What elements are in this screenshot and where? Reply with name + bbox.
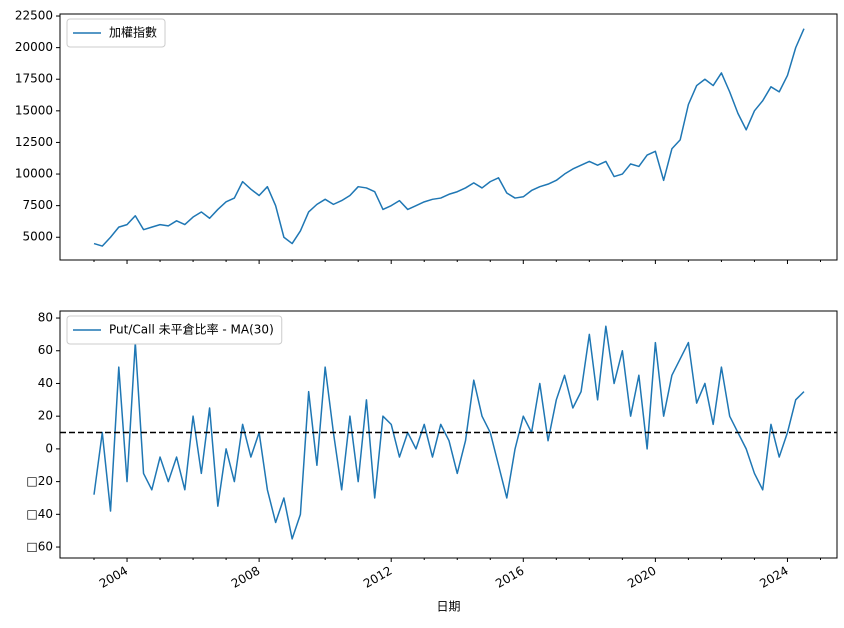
y-tick-label: 12500 — [15, 135, 53, 149]
legend-label: Put/Call 未平倉比率 - MA(30) — [109, 322, 274, 337]
x-axis-label: 日期 — [436, 600, 460, 614]
y-tick-label: 22500 — [15, 9, 53, 23]
legend-label: 加權指數 — [109, 25, 157, 40]
y-tick-label: 15000 — [15, 103, 53, 117]
y-tick-label: 10000 — [15, 167, 53, 181]
x-tick-label: 2020 — [625, 564, 658, 591]
y-tick-label: 0 — [45, 441, 53, 455]
y-tick-label: 80 — [38, 311, 53, 325]
axes-frame — [59, 13, 838, 261]
y-tick-label: 7500 — [22, 198, 53, 212]
y-tick-label: 40 — [38, 376, 53, 390]
y-tick-label: 60 — [38, 343, 53, 357]
plot-area — [60, 311, 837, 558]
x-tick-label: 2012 — [361, 564, 394, 591]
y-tick-label: 20000 — [15, 40, 53, 54]
y-tick-label: 17500 — [15, 72, 53, 86]
data-line — [93, 325, 805, 540]
y-tick-label: □20 — [26, 474, 53, 488]
y-tick-label: 5000 — [22, 230, 53, 244]
x-tick-label: 2016 — [493, 564, 526, 591]
x-tick-label: 2008 — [229, 564, 262, 591]
legend — [66, 18, 166, 48]
data-line — [93, 28, 805, 247]
legend — [66, 315, 283, 345]
y-tick-label: □40 — [26, 507, 53, 521]
axes-frame — [59, 310, 838, 559]
y-tick-label: □60 — [26, 540, 53, 554]
plot-area — [60, 14, 837, 260]
x-tick-label: 2024 — [757, 564, 790, 591]
y-tick-label: 20 — [38, 409, 53, 423]
x-tick-label: 2004 — [97, 564, 130, 591]
